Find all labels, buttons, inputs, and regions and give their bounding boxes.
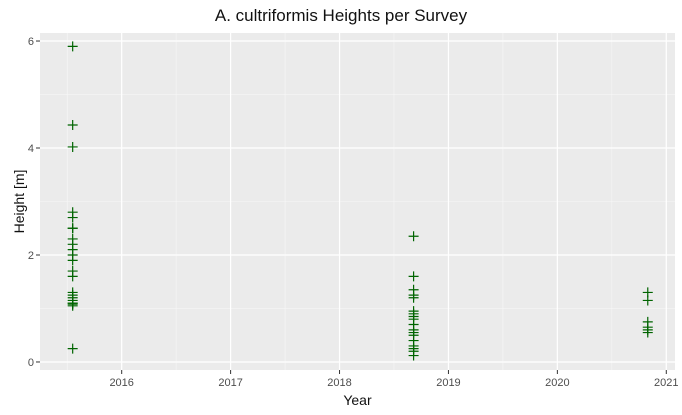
data-point: [408, 350, 419, 361]
data-point: [408, 271, 419, 282]
x-tick-label: 2021: [654, 377, 678, 389]
y-tick-label: 2: [28, 250, 34, 262]
data-point: [67, 120, 78, 131]
data-point: [67, 212, 78, 223]
data-point: [67, 41, 78, 52]
x-tick-label: 2020: [545, 377, 569, 389]
y-axis-label: Height [m]: [11, 170, 27, 234]
x-tick-label: 2019: [436, 377, 460, 389]
x-tick-label: 2016: [109, 377, 133, 389]
x-tick-label: 2018: [327, 377, 351, 389]
data-point: [408, 231, 419, 242]
chart-title: A. cultriformis Heights per Survey: [214, 6, 468, 25]
data-points: [67, 41, 653, 361]
data-point: [642, 327, 653, 338]
data-point: [67, 223, 78, 234]
data-point: [642, 295, 653, 306]
grid-lines: [40, 33, 675, 370]
x-axis-ticks: 2016 2017 2018 2019 2020 2021: [109, 370, 679, 389]
y-axis-ticks: 0 2 4 6: [28, 36, 40, 369]
data-point: [67, 343, 78, 354]
y-tick-label: 0: [28, 357, 34, 369]
x-axis-label: Year: [343, 392, 372, 408]
x-tick-label: 2017: [218, 377, 242, 389]
y-tick-label: 6: [28, 36, 34, 48]
data-point: [408, 292, 419, 303]
data-point: [67, 271, 78, 282]
data-point: [67, 141, 78, 152]
data-point: [67, 300, 78, 311]
data-point: [67, 255, 78, 266]
y-tick-label: 4: [28, 143, 34, 155]
